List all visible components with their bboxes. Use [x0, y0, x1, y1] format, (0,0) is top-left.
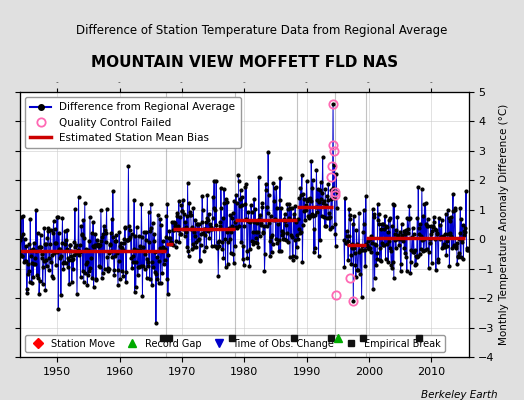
Text: Berkeley Earth: Berkeley Earth: [421, 390, 498, 400]
Y-axis label: Monthly Temperature Anomaly Difference (°C): Monthly Temperature Anomaly Difference (…: [499, 104, 509, 345]
Text: Difference of Station Temperature Data from Regional Average: Difference of Station Temperature Data f…: [77, 24, 447, 37]
Title: MOUNTAIN VIEW MOFFETT FLD NAS: MOUNTAIN VIEW MOFFETT FLD NAS: [91, 55, 398, 70]
Legend: Station Move, Record Gap, Time of Obs. Change, Empirical Break: Station Move, Record Gap, Time of Obs. C…: [25, 335, 444, 352]
